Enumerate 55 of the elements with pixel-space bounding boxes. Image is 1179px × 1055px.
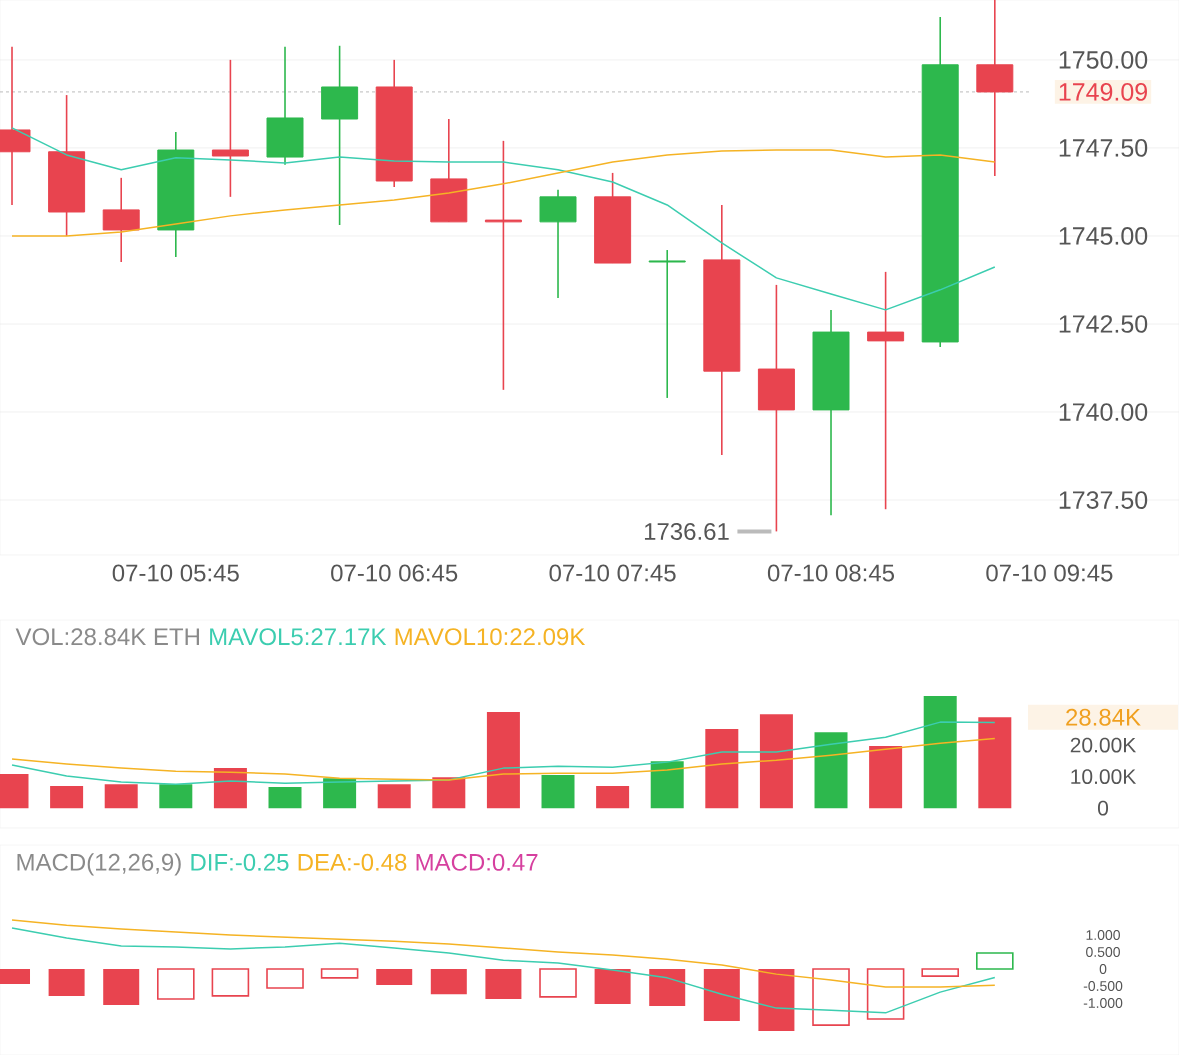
text: MAVOL5:27.17K <box>210 628 387 646</box>
y-tick-label: 1742.50 <box>1059 315 1148 333</box>
bar <box>869 746 903 809</box>
text: DIF:-0.25 <box>191 853 289 871</box>
chart-title: MACD(12,26,9) <box>17 853 181 876</box>
bar <box>213 768 247 809</box>
bar <box>705 729 739 809</box>
bar <box>104 784 138 809</box>
bar <box>596 786 630 809</box>
candlestick <box>484 140 522 391</box>
y-tick-label: 1747.50 <box>1059 139 1148 157</box>
bar <box>50 786 84 809</box>
bar <box>923 695 957 809</box>
line-series <box>11 927 996 1014</box>
x-tick-label: 07-10 06:45 <box>331 564 458 582</box>
line-series <box>11 149 996 237</box>
annotation: MACD:0.47 <box>416 853 538 871</box>
y-tick-label: 1745.00 <box>1059 227 1148 245</box>
annotation: 1736.61 <box>644 522 729 540</box>
y-tick-label: 1.000 <box>1086 930 1120 941</box>
ref-line-label: 1749.09 <box>1059 83 1147 101</box>
text: DEA:-0.48 <box>298 853 407 871</box>
y-tick-label: -0.500 <box>1083 981 1123 991</box>
bar <box>814 732 848 809</box>
x-tick-label: 07-10 08:45 <box>767 564 895 582</box>
line-series <box>11 721 996 785</box>
bar <box>486 712 520 809</box>
candlestick <box>867 271 905 511</box>
candlestick <box>648 249 686 399</box>
bar <box>541 775 575 809</box>
bar <box>759 714 793 809</box>
line-series <box>11 737 996 781</box>
y-tick-label: 1740.00 <box>1059 403 1148 421</box>
y-tick-label: 20.00K <box>1070 737 1137 753</box>
bar <box>432 777 466 809</box>
x-tick-label: 07-10 09:45 <box>986 564 1113 582</box>
y-tick-label: 1750.00 <box>1059 51 1148 69</box>
bar <box>323 778 357 809</box>
y-tick-label: -1.000 <box>1083 998 1123 1008</box>
x-tick-label: 07-10 05:45 <box>112 564 239 582</box>
y-tick-label: 0.500 <box>1086 947 1120 957</box>
candlestick <box>211 59 249 198</box>
chart-title: VOL:28.84K ETH <box>15 628 199 646</box>
bar <box>650 761 684 809</box>
y-tick-label: 0 <box>1097 800 1109 816</box>
y-tick-label: 10.00K <box>1071 769 1137 785</box>
bar <box>377 784 411 809</box>
y-tick-label: 0 <box>1099 964 1107 974</box>
text: MAVOL10:22.09K <box>395 628 586 646</box>
x-tick-label: 07-10 07:45 <box>549 564 676 582</box>
bar <box>159 784 193 809</box>
annotation: 28.84K <box>1066 708 1141 726</box>
bar <box>978 717 1012 809</box>
bar <box>268 787 302 809</box>
y-tick-label: 1737.50 <box>1059 491 1148 509</box>
